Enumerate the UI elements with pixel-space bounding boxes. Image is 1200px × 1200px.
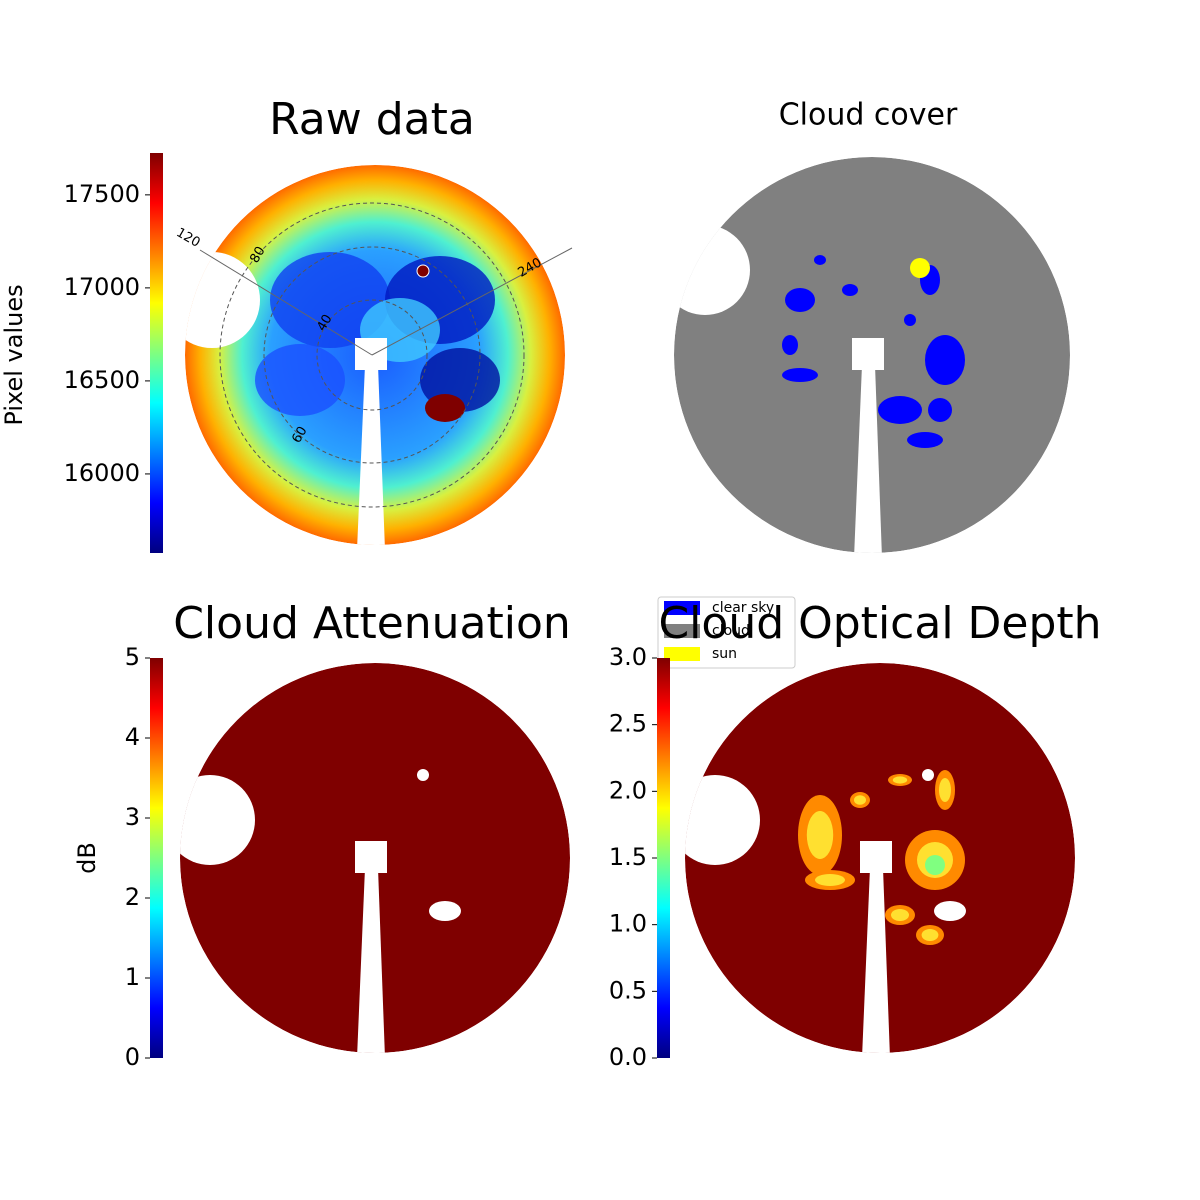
horizon-mask bbox=[185, 252, 260, 348]
horizon-mask bbox=[180, 775, 255, 865]
legend-label: sun bbox=[712, 646, 737, 662]
elevation-ring bbox=[263, 246, 481, 464]
panel bbox=[685, 663, 1075, 1053]
clear-region bbox=[907, 432, 943, 448]
cod-region bbox=[892, 776, 908, 784]
cod-region bbox=[925, 855, 945, 875]
sky-blob bbox=[255, 344, 345, 416]
cod-region bbox=[921, 929, 939, 941]
clear-region bbox=[842, 284, 858, 296]
colorbar-tick-label: 2.0 bbox=[609, 776, 647, 804]
sun-mask bbox=[417, 769, 429, 781]
colorbar-tick-label: 2.5 bbox=[609, 710, 647, 738]
panel bbox=[180, 663, 570, 1053]
sun-mask bbox=[429, 901, 461, 921]
legend-swatch bbox=[664, 647, 700, 661]
sky-image bbox=[180, 663, 570, 1053]
clear-region bbox=[925, 335, 965, 385]
sky-image bbox=[674, 157, 1070, 553]
panel bbox=[674, 157, 1070, 553]
sun-mask bbox=[934, 901, 966, 921]
elevation-ring bbox=[219, 202, 525, 508]
clear-region bbox=[928, 398, 952, 422]
sky-image bbox=[185, 165, 565, 545]
clear-region bbox=[814, 255, 826, 265]
colorbar-tick-label: 0 bbox=[125, 1043, 140, 1071]
sky-blob bbox=[270, 252, 390, 348]
sun bbox=[416, 264, 430, 278]
colorbar-tick-label: 1.5 bbox=[609, 843, 647, 871]
arm-mask bbox=[357, 868, 385, 1053]
clear-region bbox=[785, 288, 815, 312]
panel-title: Cloud Optical Depth bbox=[658, 598, 1101, 649]
colorbar-tick-label: 3.0 bbox=[609, 643, 647, 671]
cod-region bbox=[815, 874, 845, 886]
clear-region bbox=[782, 335, 798, 355]
sun bbox=[910, 258, 930, 278]
panel-title: Cloud Attenuation bbox=[173, 598, 571, 649]
sun-mask bbox=[922, 769, 934, 781]
polar-label: 60 bbox=[289, 424, 310, 446]
clear-region bbox=[878, 396, 922, 424]
polar-label: 40 bbox=[314, 312, 335, 334]
legend-swatch bbox=[664, 601, 700, 615]
sun-region bbox=[425, 394, 465, 422]
sky-image bbox=[685, 663, 1075, 1053]
polar-label: 120 bbox=[173, 225, 202, 250]
clear-region bbox=[904, 314, 916, 326]
colorbar-tick-label: 3 bbox=[125, 803, 140, 831]
colorbar-tick-label: 16000 bbox=[64, 459, 140, 487]
cod-region bbox=[939, 778, 951, 802]
colorbar bbox=[150, 153, 163, 553]
colorbar-tick-label: 1.0 bbox=[609, 910, 647, 938]
colorbar-tick-label: 4 bbox=[125, 723, 140, 751]
camera-mask bbox=[355, 841, 387, 873]
colorbar-label: dB bbox=[73, 842, 101, 874]
camera-mask bbox=[852, 338, 884, 370]
cod-region bbox=[891, 909, 909, 921]
arm-mask bbox=[357, 365, 385, 545]
elevation-ring bbox=[316, 299, 428, 411]
camera-mask bbox=[860, 841, 892, 873]
colorbar-tick-label: 1 bbox=[125, 963, 140, 991]
azimuth-line bbox=[199, 249, 373, 356]
colorbar bbox=[150, 658, 163, 1058]
colorbar-tick-label: 0.0 bbox=[609, 1043, 647, 1071]
legend-label: clear sky bbox=[712, 600, 774, 616]
colorbar-tick-label: 0.5 bbox=[609, 976, 647, 1004]
colorbar bbox=[657, 658, 670, 1058]
arm-mask bbox=[854, 365, 882, 553]
colorbar-tick-label: 5 bbox=[125, 643, 140, 671]
colorbar-tick-label: 17500 bbox=[64, 180, 140, 208]
cod-region bbox=[854, 795, 866, 805]
legend-swatch bbox=[664, 624, 700, 638]
panel-title: Cloud cover bbox=[779, 98, 958, 133]
horizon-mask bbox=[685, 775, 760, 865]
colorbar-tick-label: 17000 bbox=[64, 273, 140, 301]
polar-label: 80 bbox=[247, 244, 268, 266]
azimuth-line bbox=[371, 247, 573, 356]
colorbar-label: Pixel values bbox=[0, 284, 28, 425]
cod-region bbox=[806, 811, 834, 859]
clear-region bbox=[782, 368, 818, 382]
horizon-mask bbox=[674, 225, 750, 315]
arm-mask bbox=[862, 868, 890, 1053]
colorbar-tick-label: 2 bbox=[125, 883, 140, 911]
legend-label: cloud bbox=[712, 623, 750, 639]
colorbar-tick-label: 16500 bbox=[64, 366, 140, 394]
panel-title: Raw data bbox=[269, 94, 475, 145]
